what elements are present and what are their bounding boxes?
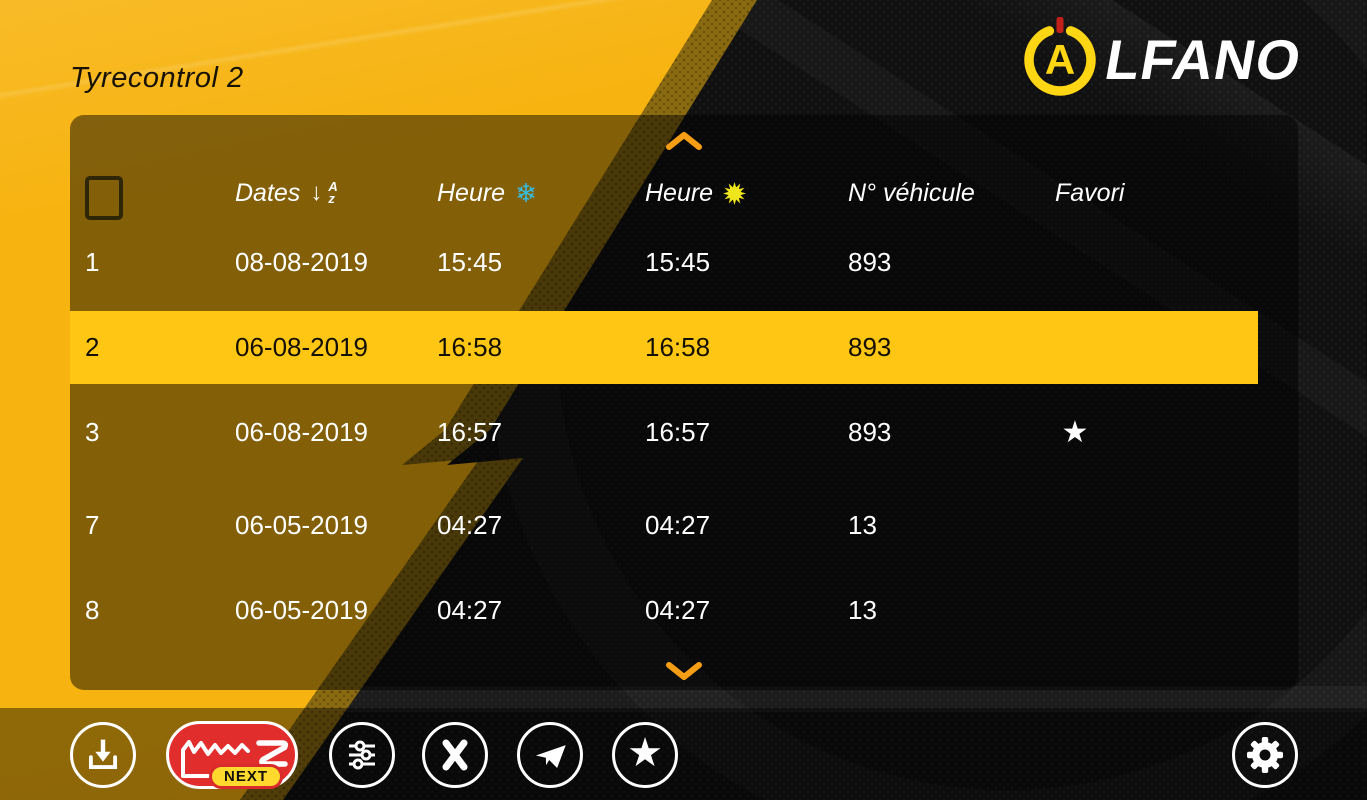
send-button[interactable] (517, 722, 583, 788)
row-vehicle: 13 (848, 595, 877, 625)
filter-sliders-button[interactable] (329, 722, 395, 788)
delete-button[interactable] (422, 722, 488, 788)
row-favorite[interactable] (1030, 311, 1120, 384)
row-vehicle: 893 (848, 417, 892, 447)
alfano-wordmark: LFANO (1100, 28, 1307, 91)
row-favorite[interactable] (1030, 226, 1120, 299)
table-row[interactable]: 7 06-05-2019 04:27 04:27 13 (70, 489, 1258, 562)
alfano-logo-mark-icon: A (1024, 17, 1096, 96)
row-vehicle: 893 (848, 332, 892, 362)
row-favorite[interactable] (1030, 574, 1120, 647)
row-time-cold: 04:27 (437, 595, 503, 625)
sun-icon (723, 181, 747, 205)
graph-next-button[interactable]: NEXT (166, 721, 298, 789)
sliders-icon (349, 740, 375, 770)
settings-button[interactable] (1232, 722, 1298, 788)
gear-icon (1247, 737, 1283, 773)
row-vehicle: 13 (848, 510, 877, 540)
next-badge: NEXT (209, 764, 284, 789)
download-icon (88, 739, 118, 770)
table-header: Dates ↓ A z Heure ❄ Heure N° véhicule (70, 170, 1258, 220)
row-time-warm: 04:27 (645, 510, 711, 540)
row-date: 06-08-2019 (235, 417, 368, 447)
x-delete-icon (442, 739, 468, 771)
row-number: 7 (85, 510, 100, 540)
table-row[interactable]: 8 06-05-2019 04:27 04:27 13 (70, 574, 1258, 647)
table-row[interactable]: 3 06-08-2019 16:57 16:57 893 ★ (70, 396, 1258, 469)
row-time-cold: 16:58 (437, 332, 503, 362)
sessions-table: Dates ↓ A z Heure ❄ Heure N° véhicule (70, 115, 1298, 690)
column-header-vehicle: N° véhicule (848, 178, 975, 207)
row-number: 8 (85, 595, 100, 625)
page-title: Tyrecontrol 2 (70, 62, 244, 94)
row-time-cold: 16:57 (437, 417, 503, 447)
row-time-warm: 16:57 (645, 417, 711, 447)
scroll-up-chevron-icon[interactable] (664, 131, 704, 151)
column-header-heure-warm[interactable]: Heure (645, 170, 747, 216)
table-row[interactable]: 1 08-08-2019 15:45 15:45 893 (70, 226, 1258, 299)
row-time-warm: 16:58 (645, 332, 711, 362)
dates-label: Dates (235, 178, 301, 207)
heure-cold-label: Heure (437, 178, 506, 207)
scroll-down-chevron-icon[interactable] (664, 661, 704, 681)
row-number: 2 (85, 332, 100, 362)
star-favorite-icon: ★ (627, 730, 663, 775)
row-vehicle: 893 (848, 247, 892, 277)
row-favorite[interactable] (1030, 489, 1120, 562)
column-header-dates[interactable]: Dates ↓ A z (235, 170, 338, 216)
row-date: 08-08-2019 (235, 247, 368, 277)
column-header-heure-cold[interactable]: Heure ❄ (437, 170, 537, 216)
send-plane-icon (535, 745, 566, 769)
alfano-logo: A LFANO (1020, 16, 1306, 104)
sort-az-icon: A z (328, 179, 338, 206)
sort-arrow-icon: ↓ (310, 179, 323, 206)
row-date: 06-08-2019 (235, 332, 368, 362)
row-date: 06-05-2019 (235, 595, 368, 625)
select-all-checkbox[interactable] (85, 176, 123, 220)
table-row-selected[interactable]: 2 06-08-2019 16:58 16:58 893 (70, 311, 1258, 384)
svg-text:A: A (1045, 36, 1075, 83)
row-time-cold: 15:45 (437, 247, 503, 277)
light-band-decoration (283, 686, 1367, 712)
row-date: 06-05-2019 (235, 510, 368, 540)
row-time-warm: 15:45 (645, 247, 711, 277)
favorites-button[interactable]: ★ (612, 722, 678, 788)
row-time-cold: 04:27 (437, 510, 503, 540)
row-time-warm: 04:27 (645, 595, 711, 625)
download-button[interactable] (70, 722, 136, 788)
heure-warm-label: Heure (645, 178, 714, 207)
row-favorite-star-icon[interactable]: ★ (1061, 416, 1089, 449)
column-header-favorite: Favori (1055, 178, 1125, 207)
row-number: 1 (85, 247, 100, 277)
row-number: 3 (85, 417, 100, 447)
snowflake-icon: ❄ (515, 177, 537, 208)
